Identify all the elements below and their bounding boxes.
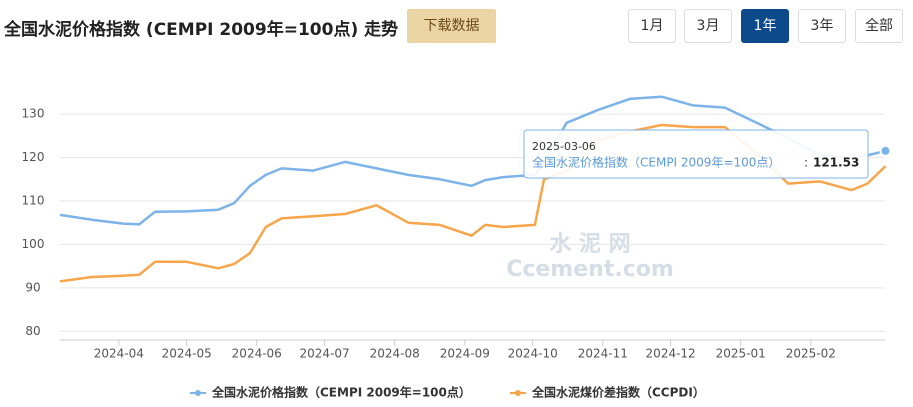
range-button[interactable]: 3年 [798, 9, 846, 43]
legend-label: 全国水泥煤价差指数（CCPDI） [531, 385, 705, 400]
legend-dot [515, 390, 521, 396]
watermark: Ccement.com [506, 257, 674, 282]
range-button[interactable]: 1月 [628, 9, 676, 43]
y-tick-label: 110 [22, 193, 45, 207]
range-button[interactable]: 全部 [855, 9, 903, 43]
y-tick-label: 130 [22, 107, 45, 121]
tooltip-sep: : [804, 156, 808, 170]
x-tick-label: 2024-08 [370, 347, 420, 361]
legend-label: 全国水泥价格指数（CEMPI 2009年=100点） [211, 385, 471, 400]
tooltip: 2025-03-06 全国水泥价格指数（CEMPI 2009年=100点）:121… [523, 129, 869, 179]
y-tick-label: 100 [22, 237, 45, 251]
y-tick-label: 80 [25, 324, 40, 338]
x-tick-label: 2024-06 [232, 347, 282, 361]
x-tick-label: 2025-02 [786, 347, 836, 361]
x-tick-label: 2024-11 [578, 347, 628, 361]
y-tick-label: 90 [25, 280, 40, 294]
x-tick-label: 2024-04 [94, 347, 144, 361]
x-tick-label: 2024-07 [300, 347, 350, 361]
tooltip-series: 全国水泥价格指数（CEMPI 2009年=100点） [532, 155, 780, 170]
series-line [59, 95, 886, 226]
tooltip-box [523, 129, 869, 179]
download-button[interactable]: 下载数据 [407, 9, 496, 43]
range-button[interactable]: 3月 [684, 9, 732, 43]
page-title: 全国水泥价格指数 (CEMPI 2009年=100点) 走势 [4, 20, 399, 40]
x-tick-label: 2024-09 [440, 347, 490, 361]
x-tick-label: 2025-01 [716, 347, 766, 361]
range-button[interactable]: 1年 [741, 9, 789, 43]
tooltip-value: 121.53 [813, 156, 859, 170]
hover-point [879, 144, 892, 157]
legend-dot [195, 390, 201, 396]
tooltip-date: 2025-03-06 [532, 140, 596, 153]
x-tick-label: 2024-10 [508, 347, 558, 361]
y-tick-label: 120 [22, 150, 45, 164]
x-tick-label: 2024-12 [646, 347, 696, 361]
x-tick-label: 2024-05 [162, 347, 212, 361]
